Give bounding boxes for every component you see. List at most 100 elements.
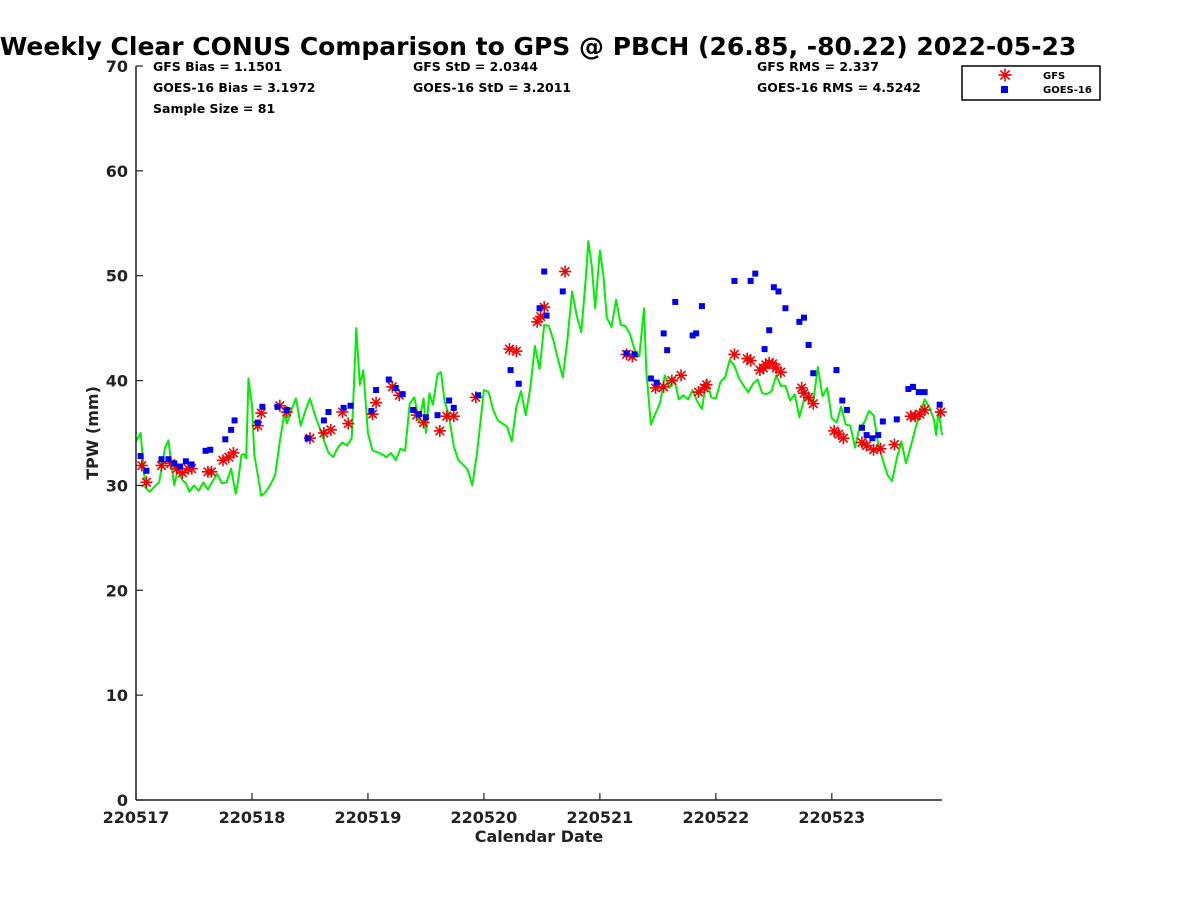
gfs-point [837,432,850,445]
goes-point [182,458,189,465]
gfs-point [447,410,460,423]
goes-point [664,347,671,354]
goes-point [879,418,886,425]
gfs-point [227,446,240,459]
gfs-point [559,265,572,278]
goes-point [875,432,882,439]
gfs-point [440,410,453,423]
legend-goes-marker [1001,86,1008,93]
gps-series-line [135,240,943,497]
gps-series-layer [135,240,943,497]
goes-point [475,392,482,399]
x-tick-label: 220520 [451,808,518,827]
chart-title: Weekly Clear CONUS Comparison to GPS @ P… [0,32,1076,61]
stat-sample-size: Sample Size = 81 [153,101,275,116]
goes-point [434,412,441,419]
x-tick-label: 220518 [219,808,286,827]
y-tick-label: 60 [106,162,128,181]
goes-point [347,402,354,409]
goes-point [165,456,172,463]
x-ticks: 220517 220518 220519 220520 220521 220522 2205… [103,793,865,827]
goes-point [415,411,422,418]
legend-gfs-label: GFS [1043,71,1065,82]
goes-point [747,277,754,284]
gfs-point [342,417,355,430]
gfs-point [874,442,887,455]
goes-point [698,303,705,310]
goes-point [839,397,846,404]
goes-point [325,409,332,416]
goes-point [188,461,195,468]
goes-point [905,385,912,392]
legend-box [961,65,1101,101]
y-tick-label: 10 [106,686,128,705]
stats-annotations: GFS Bias = 1.1501 GOES-16 Bias = 3.1972 … [153,59,921,116]
plot-area [135,240,947,497]
goes-point [446,397,453,404]
stat-gfs-std: GFS StD = 2.0344 [413,59,538,74]
legend-gfs-marker [998,68,1012,82]
goes-point [304,435,311,442]
gfs-point [802,391,815,404]
goes-point [858,424,865,431]
x-tick-label: 220521 [566,808,633,827]
goes-point [254,419,261,426]
goes-point [843,406,850,413]
goes-point [392,384,399,391]
goes-point [559,288,566,295]
goes-point [536,305,543,312]
gfs-point [135,459,148,472]
goes-point [761,346,768,353]
goes-point [805,341,812,348]
goes-point [515,380,522,387]
stat-goes-std: GOES-16 StD = 3.2011 [413,80,571,95]
x-tick-label: 220523 [798,808,865,827]
gfs-point [700,378,713,391]
goes-point [207,446,214,453]
goes-point [385,376,392,383]
stat-goes-rms: GOES-16 RMS = 4.5242 [757,80,921,95]
y-tick-label: 20 [106,581,128,600]
goes-point [171,460,178,467]
gfs-point [807,397,820,410]
x-tick-label: 220517 [103,808,170,827]
gfs-point [692,386,705,399]
gfs-point [860,439,873,452]
goes-point [921,389,928,396]
goes-point [766,327,773,334]
x-tick-label: 220519 [335,808,402,827]
goes-point [869,435,876,442]
axes: 0 10 20 30 40 50 60 70 220517 220518 220519 220520… [103,57,942,827]
goes-point [833,367,840,374]
goes-point [863,432,870,439]
gfs-point [140,476,153,489]
y-tick-label: 0 [117,791,128,810]
goes-point [660,330,667,337]
goes-point [631,351,638,358]
stat-gfs-rms: GFS RMS = 2.337 [757,59,879,74]
y-axis-label: TPW (mm) [83,386,102,480]
gfs-point [324,423,337,436]
gfs-point [675,369,688,382]
goes-point [422,414,429,421]
goes-point [410,406,417,413]
goes-point [259,403,266,410]
goes-point [672,298,679,305]
gfs-point [888,438,901,451]
legend-gfs-asterisk [998,68,1012,82]
goes-point [936,401,943,408]
goes-point [231,417,238,424]
goes-point [647,375,654,382]
goes-point [800,314,807,321]
goes-point [143,467,150,474]
gfs-point [744,354,757,367]
goes-point [810,370,817,377]
gfs-point [433,424,446,437]
goes-point [222,436,229,443]
gfs-point [918,403,931,416]
x-axis-label: Calendar Date [475,827,604,846]
goes-point [177,463,184,470]
goes-point [893,416,900,423]
